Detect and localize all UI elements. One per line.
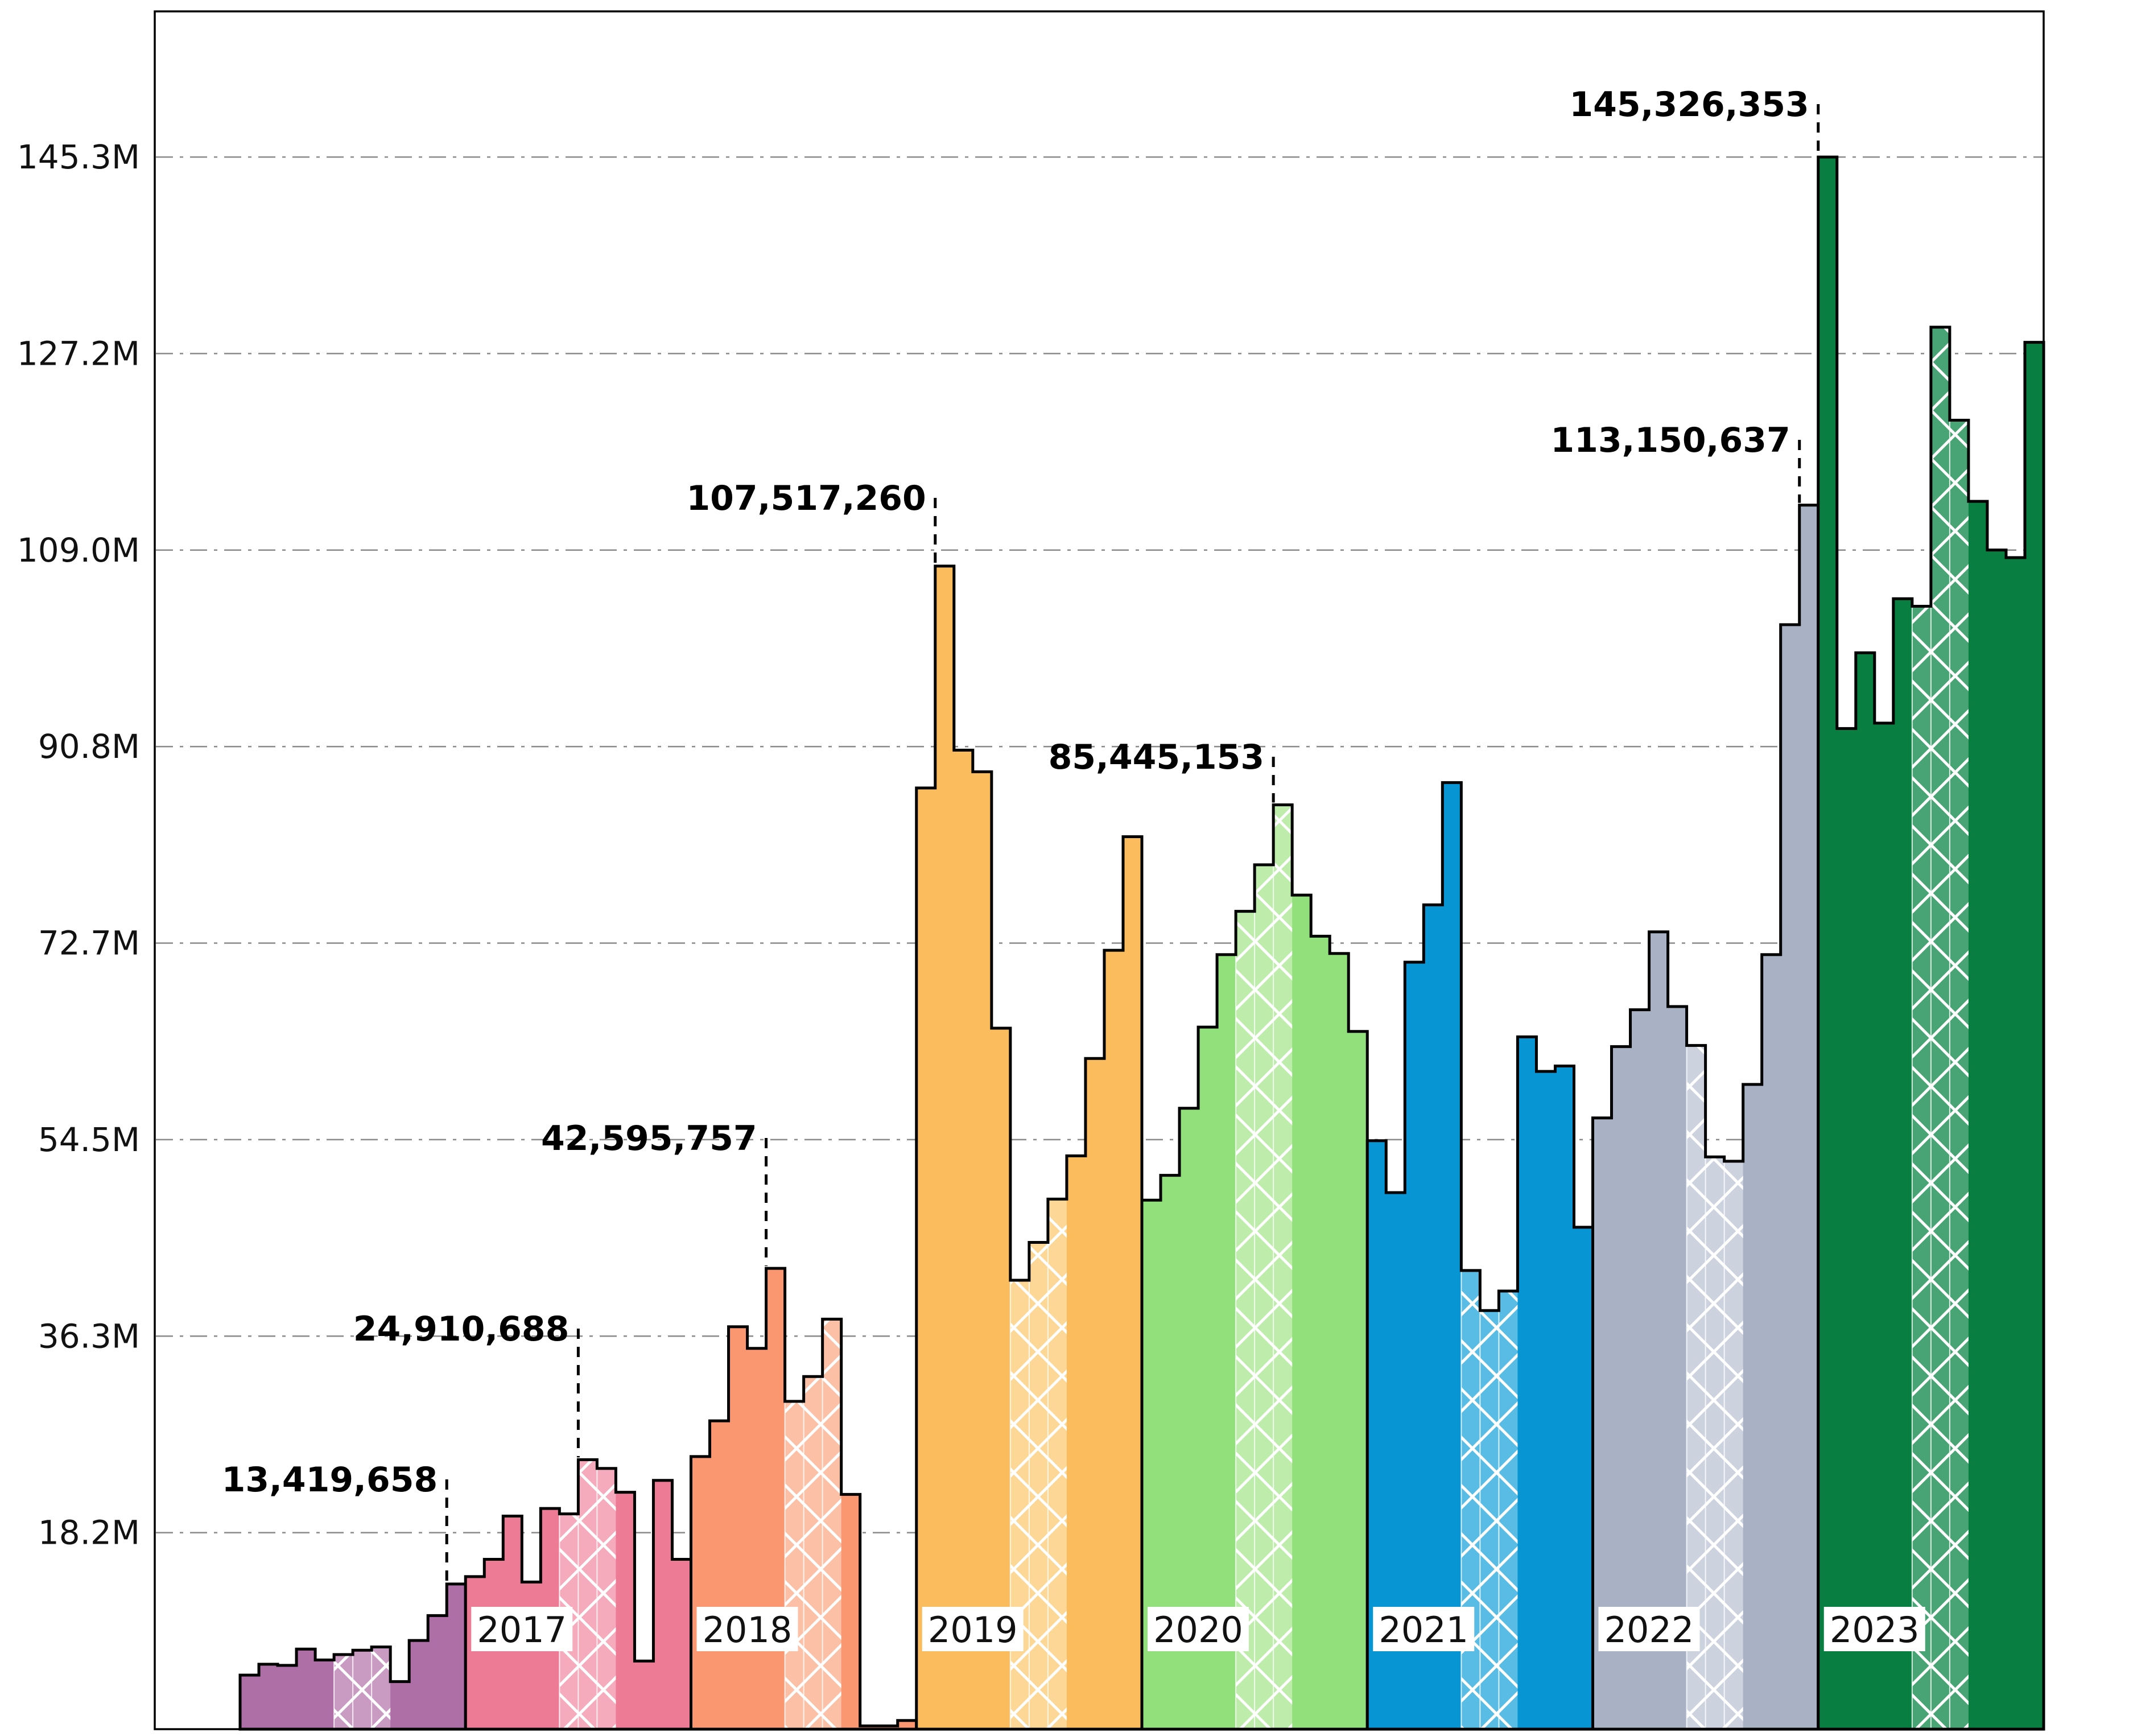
year-label: 2019: [928, 1609, 1018, 1651]
hatch-texture: [1499, 1290, 1518, 1729]
annotation-2020-max: 85,445,153: [1049, 737, 1265, 777]
year-series-2020: [1140, 803, 1369, 1731]
y-tick-label: 18.2M: [38, 1514, 140, 1552]
year-bars-outline: [1140, 803, 1369, 1731]
annotations: 13,419,658 24,910,688 42,595,757 107,517,26…: [222, 85, 1820, 1582]
hatch-texture: [1480, 1310, 1499, 1729]
hatch-texture: [1949, 420, 1969, 1729]
year-label-box: [922, 1607, 1024, 1651]
year-label: 2023: [1830, 1609, 1920, 1651]
hatch-texture: [785, 1401, 804, 1729]
hatch-texture: [372, 1647, 391, 1729]
hatch-texture: [1236, 911, 1255, 1729]
hatch-texture: [1255, 864, 1274, 1729]
year-series-2017: [464, 1458, 692, 1731]
year-label-box: [1148, 1607, 1249, 1651]
year-bars-outline: [915, 564, 1144, 1731]
year-bars-outline: [690, 1267, 918, 1731]
year-label-box: [1823, 1607, 1925, 1651]
y-tick-label: 90.8M: [38, 727, 140, 766]
year-label: 2018: [703, 1609, 793, 1651]
hatch-texture: [1029, 1242, 1048, 1729]
hatch-texture: [822, 1319, 841, 1729]
y-tick-label: 72.7M: [38, 924, 140, 963]
y-tick-label: 109.0M: [17, 531, 140, 570]
year-series-2023: [1817, 155, 2045, 1731]
hatch-texture: [1930, 327, 1950, 1730]
year-bars-outline: [238, 1582, 467, 1731]
y-axis-tick-labels: 145.3M 127.2M 109.0M 90.8M 72.7M 54.5M 36.3M 18…: [17, 138, 140, 1552]
year-label-box: [471, 1607, 573, 1651]
y-tick-label: 36.3M: [38, 1317, 140, 1355]
annotation-2016-max: 13,419,658: [222, 1460, 438, 1500]
hatch-texture: [803, 1376, 823, 1729]
year-label-box: [696, 1607, 798, 1651]
y-tick-label: 145.3M: [17, 138, 140, 176]
year-bars-outline: [1817, 155, 2045, 1731]
hatch-texture: [1461, 1270, 1480, 1729]
hatch-texture: [1705, 1157, 1724, 1729]
hatch-texture: [597, 1468, 616, 1729]
gridlines: [156, 156, 2043, 1533]
y-tick-label: 54.5M: [38, 1120, 140, 1159]
hatch-texture: [334, 1654, 353, 1729]
annotation-2023-max: 145,326,353: [1569, 85, 1809, 125]
year-bars-fill: [1367, 782, 1593, 1729]
year-series-2016: [238, 1582, 467, 1731]
hatch-texture: [578, 1459, 597, 1729]
year-label: 2017: [477, 1609, 567, 1651]
year-bars-fill: [916, 566, 1142, 1730]
year-label: 2020: [1153, 1609, 1243, 1651]
year-labels: 2017 2018 2019 2020 2021 2022 2023: [471, 1607, 1925, 1651]
year-label: 2022: [1604, 1609, 1694, 1651]
year-label: 2021: [1379, 1609, 1468, 1651]
y-tick-label: 127.2M: [17, 334, 140, 373]
year-label-box: [1598, 1607, 1700, 1651]
year-bars-outline: [1591, 504, 1820, 1731]
hatch-texture: [1912, 606, 1931, 1729]
hatch-texture: [1047, 1199, 1067, 1729]
year-label-box: [1373, 1607, 1475, 1651]
plot-border: [154, 10, 2045, 1730]
year-series-2019: [915, 564, 1144, 1731]
annotation-2017-max: 24,910,688: [353, 1309, 570, 1349]
hatch-texture: [1273, 805, 1293, 1729]
annotation-2018-max: 42,595,757: [541, 1119, 757, 1158]
year-series-2021: [1365, 781, 1594, 1731]
annotation-2022-max: 113,150,637: [1550, 420, 1790, 460]
hatch-texture: [1010, 1280, 1029, 1729]
hatch-texture: [1724, 1161, 1743, 1729]
year-bars-outline: [464, 1458, 692, 1731]
hatch-texture: [353, 1650, 372, 1729]
year-bars-outline: [1365, 781, 1594, 1731]
annotation-2019-max: 107,517,260: [686, 479, 926, 518]
